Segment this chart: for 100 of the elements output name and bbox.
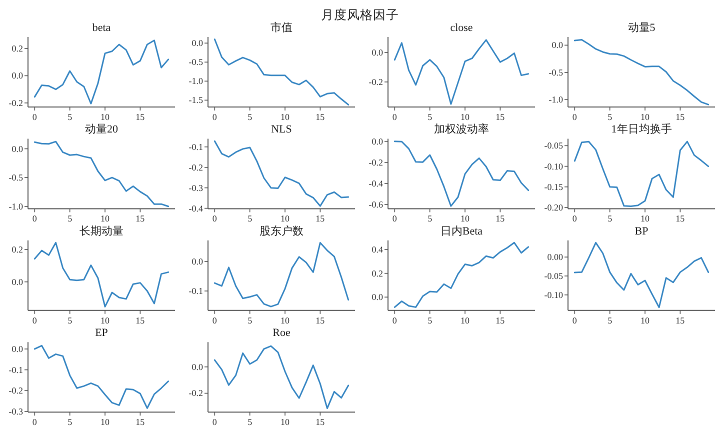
chart-title: 长期动量 — [80, 224, 124, 238]
chart-title: BP — [634, 225, 648, 238]
y-tick-label: 0.0 — [372, 47, 384, 58]
x-tick-label: 10 — [100, 417, 110, 428]
x-tick-label: 5 — [428, 315, 433, 326]
y-tick-label: 0.0 — [192, 362, 204, 372]
chart-title: 加权波动率 — [434, 122, 489, 136]
y-tick-label: 0.0 — [12, 276, 24, 287]
x-tick-label: 15 — [316, 214, 326, 224]
x-tick-label: 5 — [68, 214, 73, 224]
x-tick-label: 5 — [428, 112, 433, 122]
x-tick-label: 5 — [248, 417, 253, 428]
y-tick-label: 0.0 — [372, 292, 384, 302]
x-tick-label: 0 — [572, 315, 578, 326]
x-tick-label: 10 — [640, 214, 650, 224]
x-tick-label: 10 — [100, 112, 110, 122]
x-tick-label: 10 — [280, 315, 290, 326]
x-tick-label: 0 — [392, 315, 398, 326]
y-tick-label: -0.3 — [188, 182, 204, 193]
x-tick-label: 0 — [212, 112, 218, 122]
x-tick-label: 0 — [572, 214, 578, 224]
x-tick-label: 5 — [68, 417, 73, 428]
text: 月度风格因子 — [321, 7, 399, 22]
y-tick-label: 0.0 — [372, 136, 384, 146]
x-tick-label: 0 — [392, 214, 398, 224]
x-tick-label: 15 — [316, 417, 326, 428]
x-tick-label: 5 — [608, 315, 613, 326]
x-tick-label: 5 — [68, 315, 73, 326]
y-tick-label: 0.2 — [12, 44, 23, 54]
y-tick-label: -1.0 — [8, 201, 24, 212]
x-tick-label: 10 — [640, 112, 650, 122]
y-tick-label: -0.10 — [544, 290, 564, 300]
y-tick-label: -0.2 — [368, 76, 383, 87]
x-tick-label: 10 — [280, 214, 290, 224]
y-tick-label: 0.0 — [552, 40, 564, 50]
y-tick-label: -0.15 — [544, 182, 564, 192]
y-tick-label: -1.0 — [548, 94, 564, 105]
y-tick-label: -0.10 — [544, 161, 564, 172]
y-tick-label: -0.2 — [368, 157, 383, 168]
x-tick-label: 5 — [248, 315, 253, 326]
y-tick-label: -0.2 — [8, 98, 23, 108]
y-tick-label: 0.4 — [372, 244, 384, 255]
x-tick-label: 0 — [32, 112, 38, 122]
x-tick-label: 0 — [212, 214, 218, 224]
chart-title: NLS — [271, 124, 292, 136]
y-tick-label: -0.05 — [544, 140, 564, 151]
x-tick-label: 15 — [676, 112, 686, 122]
y-tick-label: 0.0 — [12, 70, 24, 81]
y-tick-label: -0.20 — [544, 202, 564, 212]
y-tick-label: 0.00 — [547, 252, 564, 262]
x-tick-label: 15 — [316, 112, 326, 122]
y-tick-label: 0.0 — [192, 38, 204, 48]
x-tick-label: 0 — [572, 112, 578, 122]
x-tick-label: 15 — [496, 315, 506, 326]
y-tick-label: -0.2 — [188, 162, 203, 172]
y-tick-label: -0.3 — [8, 406, 24, 416]
y-tick-label: -0.1 — [8, 364, 23, 375]
x-tick-label: 10 — [280, 112, 290, 122]
x-tick-label: 10 — [460, 315, 470, 326]
x-tick-label: 5 — [608, 214, 613, 224]
x-tick-label: 15 — [676, 214, 686, 224]
x-tick-label: 15 — [136, 214, 146, 224]
chart-title: close — [450, 22, 473, 34]
y-tick-label: 0.0 — [12, 344, 24, 354]
x-tick-label: 15 — [136, 112, 146, 122]
y-tick-label: -0.05 — [544, 270, 564, 281]
x-tick-label: 10 — [100, 315, 110, 326]
chart-title: 市值 — [270, 21, 292, 34]
chart-title: 动量5 — [628, 22, 656, 34]
y-tick-label: 0.0 — [12, 144, 24, 154]
x-tick-label: 0 — [212, 417, 218, 428]
chart-title: beta — [92, 22, 111, 34]
x-tick-label: 0 — [392, 112, 398, 122]
x-tick-label: 15 — [496, 214, 506, 224]
y-tick-label: -0.5 — [548, 67, 564, 78]
x-tick-label: 10 — [280, 417, 290, 428]
x-tick-label: 0 — [212, 315, 218, 326]
y-tick-label: -0.5 — [188, 57, 204, 68]
y-tick-label: -0.4 — [368, 178, 384, 188]
x-tick-label: 5 — [68, 112, 73, 122]
chart-title: Roe — [272, 327, 290, 340]
y-tick-label: -0.5 — [8, 172, 24, 183]
x-tick-label: 5 — [428, 214, 433, 224]
x-tick-label: 5 — [608, 112, 613, 122]
x-tick-label: 10 — [460, 214, 470, 224]
y-tick-label: -0.1 — [188, 142, 203, 152]
chart-title: 动量20 — [85, 124, 118, 136]
chart-title: 股东户数 — [260, 224, 304, 238]
y-tick-label: -0.4 — [188, 203, 204, 214]
y-tick-label: -1.5 — [188, 95, 204, 106]
x-tick-label: 0 — [32, 417, 38, 428]
y-tick-label: -0.2 — [8, 386, 23, 396]
y-tick-label: -0.2 — [188, 388, 203, 398]
chart-title: 日内Beta — [440, 224, 483, 238]
x-tick-label: 15 — [136, 315, 146, 326]
x-tick-label: 10 — [460, 112, 470, 122]
y-tick-label: 0.2 — [372, 268, 383, 278]
y-tick-label: -0.6 — [368, 199, 384, 210]
x-tick-label: 15 — [316, 315, 326, 326]
y-tick-label: -1.0 — [188, 76, 204, 86]
